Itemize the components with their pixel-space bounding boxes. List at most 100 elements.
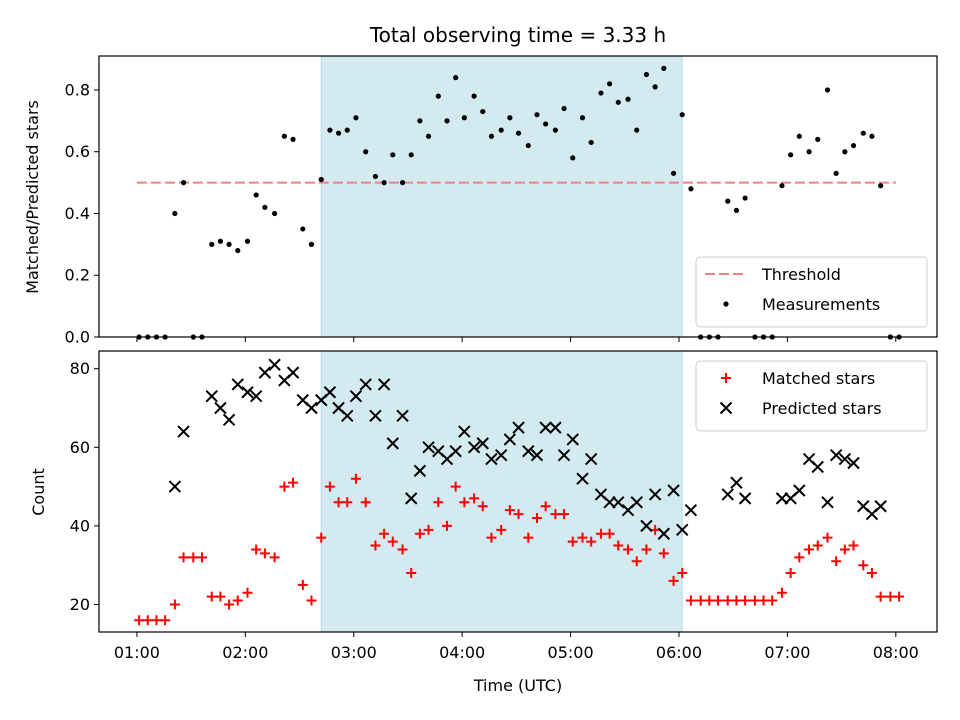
predicted-star-point	[249, 389, 263, 403]
matched-star-point	[469, 493, 480, 504]
predicted-star-point	[458, 425, 471, 438]
matched-star-point	[668, 575, 679, 586]
measurement-point	[643, 71, 650, 78]
measurement-point	[209, 241, 215, 247]
matched-star-point	[496, 524, 507, 535]
measurement-point	[335, 130, 342, 136]
measurement-point	[363, 149, 369, 155]
matched-star-point	[504, 505, 515, 516]
matched-star-point	[613, 540, 624, 551]
measurement-point	[615, 99, 621, 105]
y-tick-label: 20	[70, 595, 90, 614]
measurement-point	[725, 198, 731, 204]
measurement-point	[281, 133, 287, 139]
matched-star-point	[360, 497, 371, 508]
measurement-point	[860, 130, 866, 136]
predicted-star-point	[793, 484, 806, 497]
predicted-star-point	[657, 527, 671, 540]
predicted-star-point	[323, 386, 337, 399]
predicted-star-point	[730, 476, 743, 489]
matched-star-point	[279, 481, 290, 492]
measurement-point	[507, 115, 513, 121]
predicted-star-point	[612, 496, 625, 509]
measurement-point	[327, 127, 333, 133]
y-tick-label: 40	[70, 516, 90, 535]
measurement-point	[652, 84, 658, 90]
matched-star-point	[540, 501, 551, 512]
predicted-star-point	[549, 421, 562, 434]
matched-star-point	[623, 544, 634, 555]
measurement-point	[723, 301, 729, 307]
x-axis-label: Time (UTC)	[473, 676, 562, 695]
matched-star-point	[188, 552, 199, 563]
matched-star-point	[604, 528, 615, 539]
legend-label: Predicted stars	[762, 399, 882, 418]
matched-star-point	[858, 560, 869, 571]
measurement-point	[806, 149, 812, 155]
predicted-star-point	[205, 389, 218, 403]
matched-star-point	[486, 532, 497, 543]
y-tick-label: 0.4	[65, 204, 90, 223]
matched-star-point	[658, 548, 669, 559]
legend-panel-2: Matched stars Predicted stars	[695, 360, 928, 432]
predicted-star-point	[494, 448, 508, 462]
x-tick-label: 08:00	[873, 643, 919, 662]
measurement-point	[788, 152, 794, 158]
legend-box	[695, 360, 928, 432]
measurement-point	[344, 127, 350, 133]
matched-star-point	[423, 524, 434, 535]
y-tick-label: 60	[70, 438, 90, 457]
matched-star-point	[531, 513, 542, 524]
matched-star-point	[160, 615, 171, 626]
matched-star-point	[513, 509, 524, 520]
predicted-star-point	[557, 448, 571, 462]
measurement-point	[435, 93, 441, 99]
predicted-star-point	[738, 492, 752, 505]
matched-star-point	[269, 552, 280, 563]
matched-star-point	[288, 477, 299, 488]
predicted-star-point	[512, 421, 525, 434]
matched-star-point	[242, 587, 253, 598]
measurement-point	[453, 75, 459, 81]
predicted-star-point	[667, 484, 680, 497]
measurement-point	[552, 127, 559, 133]
matched-star-point	[704, 595, 715, 606]
predicted-star-point	[838, 452, 852, 466]
measurement-point	[235, 247, 241, 254]
predicted-star-point	[503, 433, 517, 446]
predicted-star-point	[874, 500, 887, 513]
panel-count: 20 40 60 80 01:00 02:00 03:00 04:00 05:00 06:00 07…	[70, 350, 938, 662]
measurement-point	[842, 149, 848, 155]
matched-star-point	[459, 497, 470, 508]
legend-box	[695, 256, 928, 328]
matched-star-point	[749, 595, 760, 606]
predicted-star-point	[530, 448, 544, 462]
predicted-star-point	[576, 472, 589, 485]
matched-star-point	[397, 544, 408, 555]
predicted-star-point	[522, 445, 535, 458]
measurement-point	[679, 112, 685, 118]
measurement-point	[408, 152, 414, 158]
x-tick-label: 06:00	[656, 643, 702, 662]
measurement-point	[399, 180, 406, 186]
predicted-star-point	[684, 503, 698, 517]
matched-star-point	[297, 579, 308, 590]
matched-star-point	[333, 497, 344, 508]
measurement-point	[253, 192, 259, 198]
matched-star-point	[224, 599, 235, 610]
axes-frame	[98, 350, 938, 633]
matched-star-point	[577, 532, 588, 543]
y-tick-label: 0.6	[65, 142, 90, 161]
matched-star-point	[169, 599, 180, 610]
matched-star-point	[822, 532, 833, 543]
measurement-point	[272, 210, 278, 217]
matched-star-point	[586, 536, 597, 547]
matched-star-point	[677, 568, 688, 579]
matched-star-point	[812, 540, 823, 551]
measurement-point	[461, 115, 467, 121]
panel-ratio: 0.0 0.2 0.4 0.6 0.8 Threshold Measurements	[65, 55, 938, 347]
matched-star-point	[251, 544, 262, 555]
predicted-star-point	[359, 378, 372, 391]
measurement-point	[498, 127, 504, 133]
